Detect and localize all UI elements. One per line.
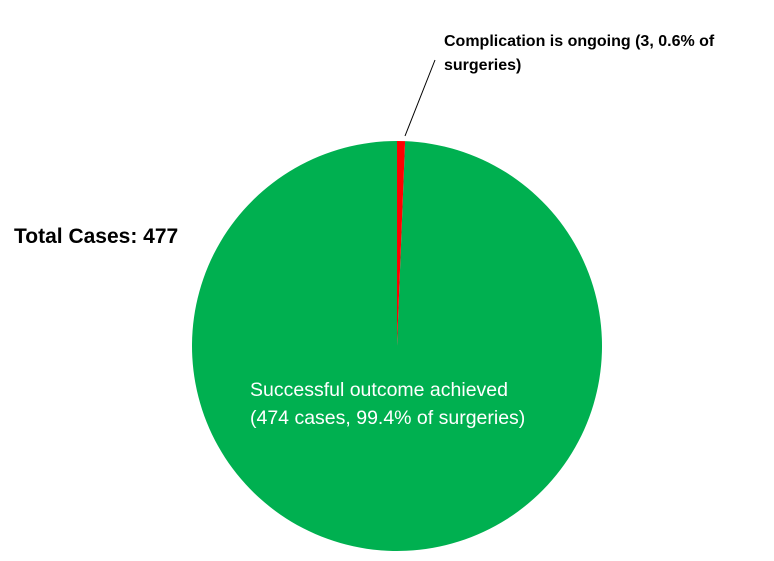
success-slice-label: Successful outcome achieved (474 cases, … (250, 379, 525, 429)
complication-label-line-2: surgeries) (444, 57, 521, 74)
complication-slice-label: Complication is ongoing (3, 0.6% of surg… (444, 33, 719, 74)
complication-slice (397, 141, 406, 346)
total-cases-label: Total Cases: 477 (14, 225, 178, 248)
success-label-line-2: (474 cases, 99.4% of surgeries) (250, 407, 525, 429)
success-label-line-1: Successful outcome achieved (250, 379, 508, 401)
complication-leader-line (404, 59, 436, 137)
success-slice (192, 141, 603, 551)
complication-label-line-1: Complication is ongoing (3, 0.6% of (444, 33, 715, 50)
